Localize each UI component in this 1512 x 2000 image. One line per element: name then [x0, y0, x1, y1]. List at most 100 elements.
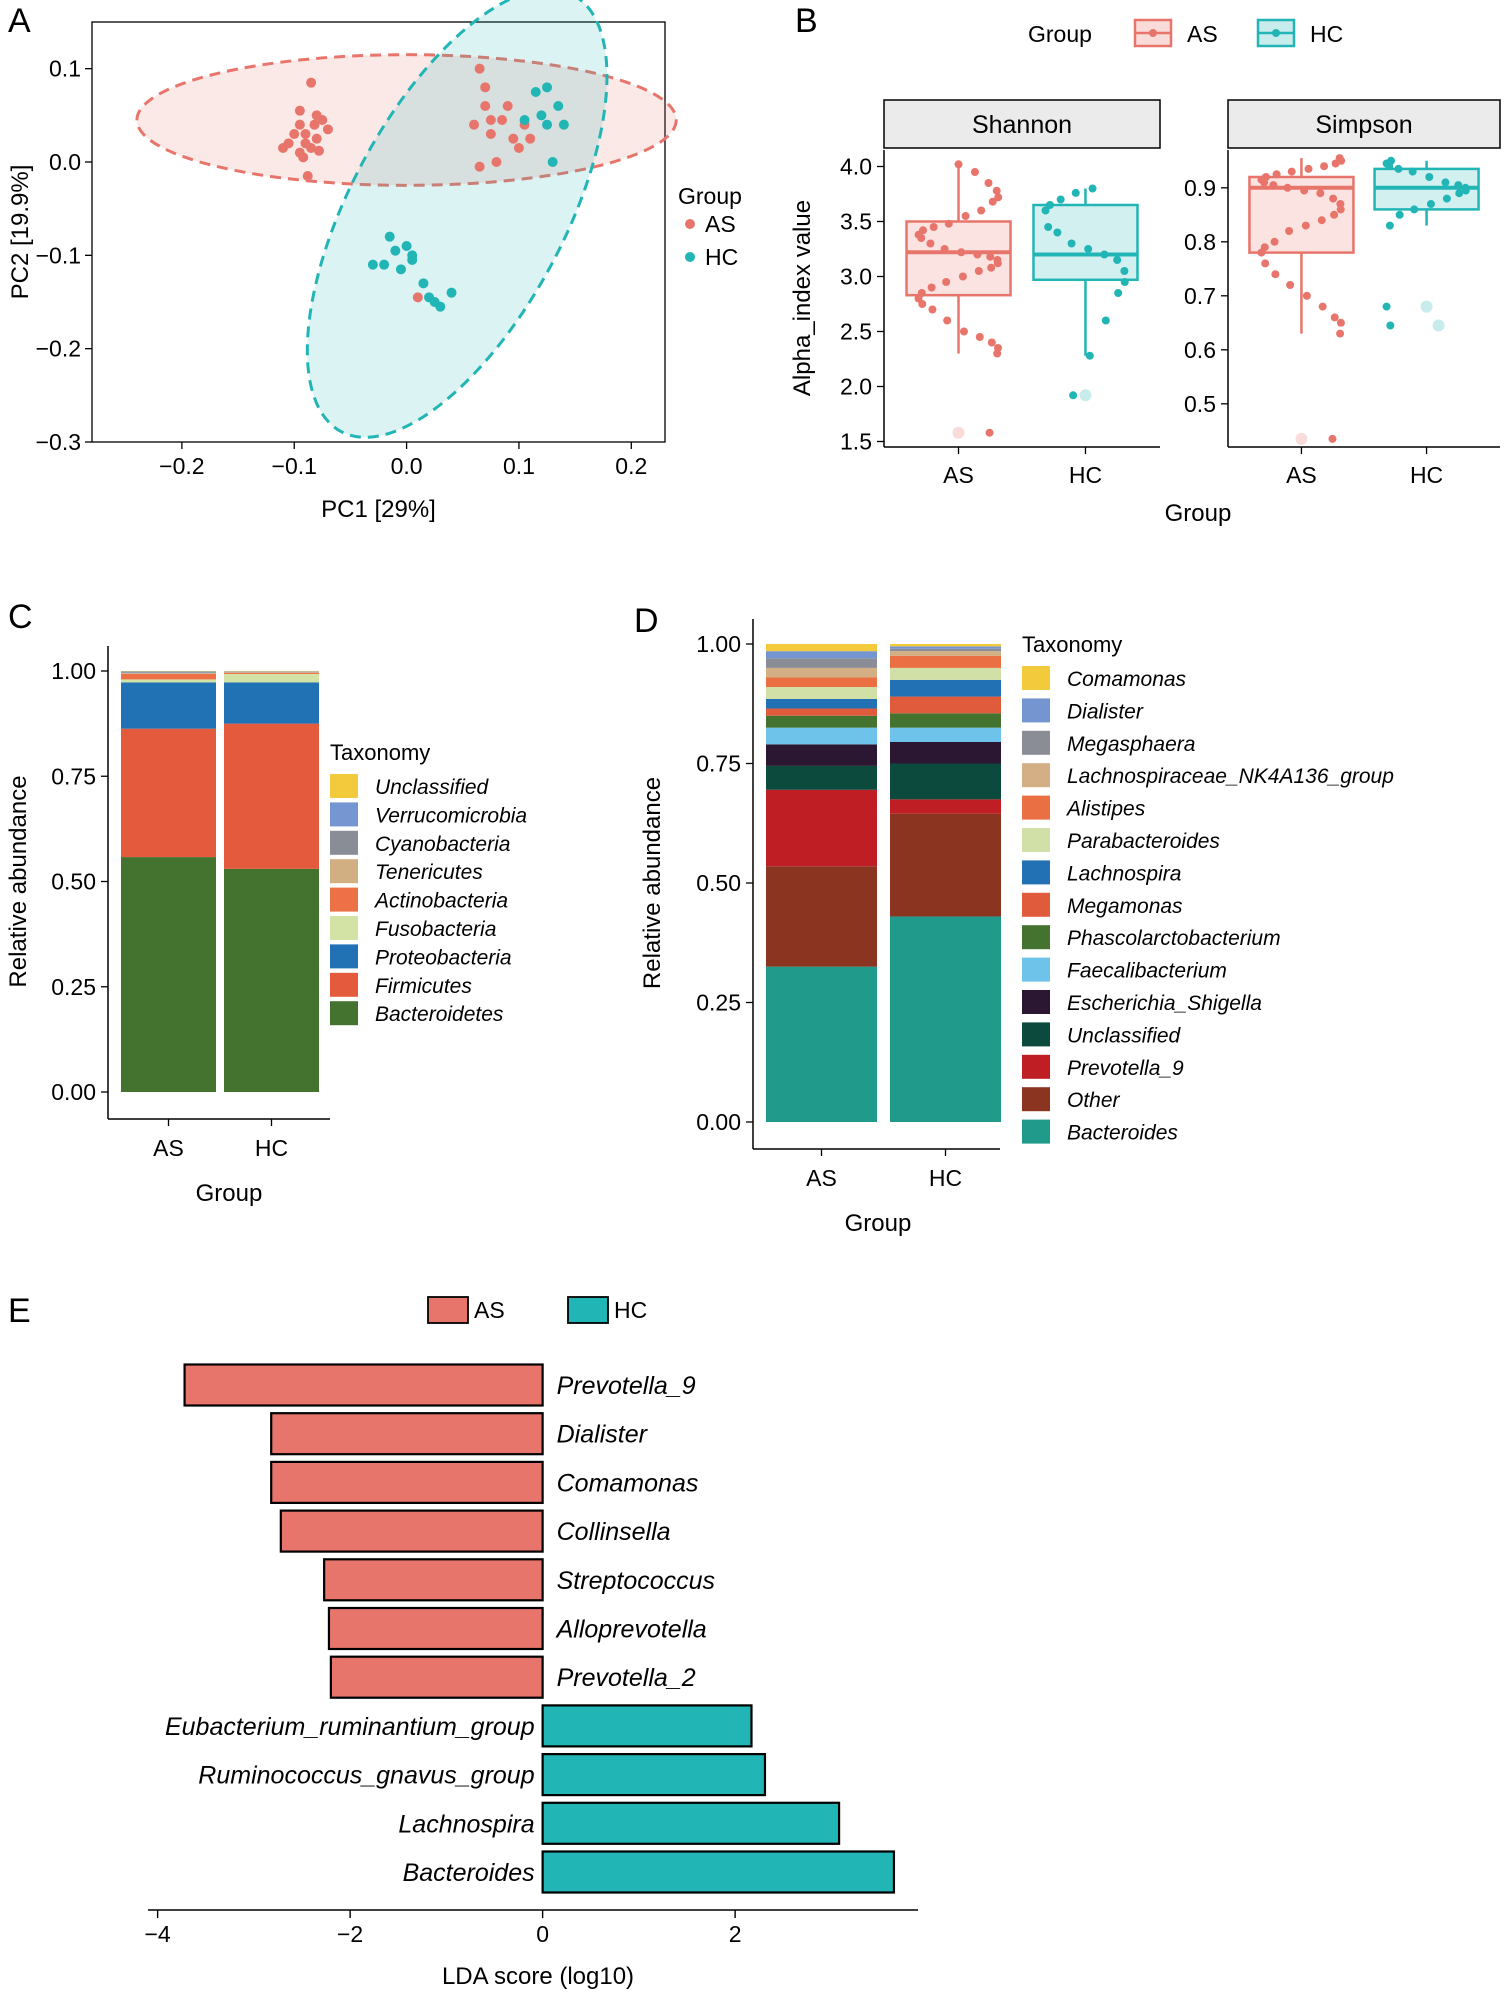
y-tick-label: −0.1: [36, 242, 81, 268]
scatter-point-as: [313, 145, 324, 156]
scatter-point-hc: [553, 101, 564, 111]
legend-label-other: Other: [1067, 1089, 1121, 1112]
jitter-point-hc: [1410, 205, 1419, 214]
bar-segment-firmicutes: [224, 723, 319, 869]
scatter-point-as: [283, 138, 294, 149]
legend-label-unclassified: Unclassified: [1067, 1024, 1182, 1047]
jitter-point-as: [970, 168, 979, 176]
jitter-point-as: [975, 333, 984, 341]
scatter-point-as: [294, 105, 305, 116]
taxon-label-lachnospira: Lachnospira: [398, 1810, 534, 1838]
jitter-point-hc: [1385, 221, 1394, 230]
jitter-point-as: [985, 428, 994, 437]
y-tick-label: 0.00: [696, 1109, 741, 1135]
bar-segment-megamonas: [890, 696, 1001, 714]
jitter-point-as: [1301, 221, 1310, 230]
box-outlier: [1420, 300, 1433, 313]
jitter-point-as: [954, 160, 963, 169]
y-tick-label: 1.00: [696, 631, 741, 657]
x-tick-label: −0.2: [159, 453, 204, 479]
bar-segment-lachnospira: [890, 679, 1001, 697]
scatter-point-as: [485, 129, 496, 139]
bar-segment-megasphaera: [766, 658, 877, 668]
bar-segment-prevotella-9: [766, 789, 877, 867]
y-tick-label: 0.75: [51, 763, 96, 789]
panel-b-alpha-diversity: Group AS HC Shannon 1.5 2.0 2.5 3.0 3.5 4.0 AS HC Si…: [789, 18, 1501, 527]
x-tick-label: AS: [943, 462, 974, 488]
legend-label-hc: HC: [614, 1297, 647, 1323]
jitter-point-as: [1320, 162, 1329, 171]
scatter-point-as: [497, 115, 508, 125]
bar-segment-escherichia-shigella: [890, 741, 1001, 764]
jitter-point-as: [1283, 183, 1292, 192]
bar-segment-alistipes: [766, 677, 877, 688]
legend-key-alistipes: [1022, 795, 1050, 820]
y-tick-label: 2.0: [840, 374, 872, 400]
panel-a-pca-scatter: −0.2 −0.1 0.0 0.1 0.2 0.1 0.0 −0.1 −0.2 −0.3 PC1 […: [7, 0, 742, 523]
y-axis-label: Relative abundance: [5, 775, 32, 987]
scatter-point-as: [485, 115, 496, 125]
panel-label-a: A: [8, 2, 31, 40]
lda-bar-lachnospira: [541, 1801, 841, 1845]
legend-label-actinobacteria: Actinobacteria: [373, 890, 508, 913]
jitter-point-hc: [1425, 173, 1434, 181]
box-outlier: [1432, 319, 1445, 332]
legend-label-escherichia-shigella: Escherichia_Shigella: [1067, 992, 1262, 1015]
legend-key-fusobacteria: [330, 916, 358, 940]
legend-title: Taxonomy: [330, 740, 430, 765]
legend-key-bacteroides: [1022, 1119, 1050, 1144]
x-axis-label: PC1 [29%]: [321, 496, 436, 523]
x-tick-label: HC: [1410, 462, 1443, 488]
jitter-point-as: [1317, 216, 1326, 225]
jitter-point-as: [1270, 237, 1279, 246]
jitter-point-hc: [1454, 181, 1463, 190]
x-axis-label: Group: [845, 1210, 912, 1237]
bar-segment-proteobacteria: [121, 682, 216, 729]
y-tick-label: 0.6: [1184, 337, 1216, 363]
x-axis-label: Group: [1165, 500, 1232, 527]
bar-segment-comamonas: [890, 644, 1001, 647]
scatter-point-as: [508, 133, 519, 144]
panel-e-lda-scores: AS HC Prevotella_9 Dialister Comamonas Collin…: [145, 1296, 918, 1990]
jitter-point-hc: [1071, 188, 1080, 197]
x-tick-label: HC: [255, 1135, 288, 1161]
box-iqr-hc: [1032, 203, 1139, 282]
legend-label-as: AS: [474, 1297, 505, 1323]
confidence-ellipse-as: [135, 53, 678, 187]
jitter-point-hc: [1455, 189, 1464, 198]
bar-segment-escherichia-shigella: [766, 744, 877, 766]
scatter-point-hc: [418, 278, 429, 289]
bar-segment-megasphaera: [890, 648, 1001, 652]
jitter-point-as: [917, 234, 926, 242]
jitter-point-hc: [1085, 351, 1094, 360]
legend-label-as: AS: [1187, 21, 1218, 47]
jitter-point-hc: [1394, 164, 1403, 173]
jitter-point-as: [1336, 329, 1345, 338]
y-tick-label: 4.0: [840, 154, 872, 180]
bar-segment-bacteroidetes: [224, 868, 319, 1092]
lda-bar-collinsella: [279, 1509, 544, 1553]
jitter-point-hc: [1120, 278, 1129, 286]
jitter-point-hc: [1053, 228, 1062, 237]
legend-label-fusobacteria: Fusobacteria: [375, 918, 496, 941]
legend-label-megasphaera: Megasphaera: [1067, 733, 1195, 756]
taxon-label-prevotella-2: Prevotella_2: [557, 1664, 696, 1692]
scatter-point-as: [480, 82, 491, 93]
bar-segment-unclassified: [890, 763, 1001, 800]
facet-strip: [1227, 99, 1501, 149]
lda-bar-comamonas: [270, 1460, 544, 1505]
x-tick-label: HC: [1069, 462, 1102, 488]
scatter-point-hc: [407, 250, 418, 261]
legend-label-hc: HC: [705, 244, 738, 270]
bar-segment-comamonas: [766, 644, 877, 652]
jitter-point-hc: [1084, 245, 1093, 253]
y-tick-label: 0.50: [51, 869, 96, 895]
jitter-point-hc: [1101, 316, 1110, 325]
y-tick-label: −0.3: [36, 429, 81, 455]
jitter-point-hc: [1044, 223, 1053, 231]
facet-strip: [883, 99, 1161, 149]
y-tick-label: 0.25: [51, 974, 96, 1000]
legend-title: Taxonomy: [1022, 632, 1122, 657]
panel-c-phylum-abundance: 0.00 0.25 0.50 0.75 1.00 AS HC Group Relative ab…: [5, 646, 527, 1207]
legend-key-bacteroidetes: [330, 1001, 358, 1026]
